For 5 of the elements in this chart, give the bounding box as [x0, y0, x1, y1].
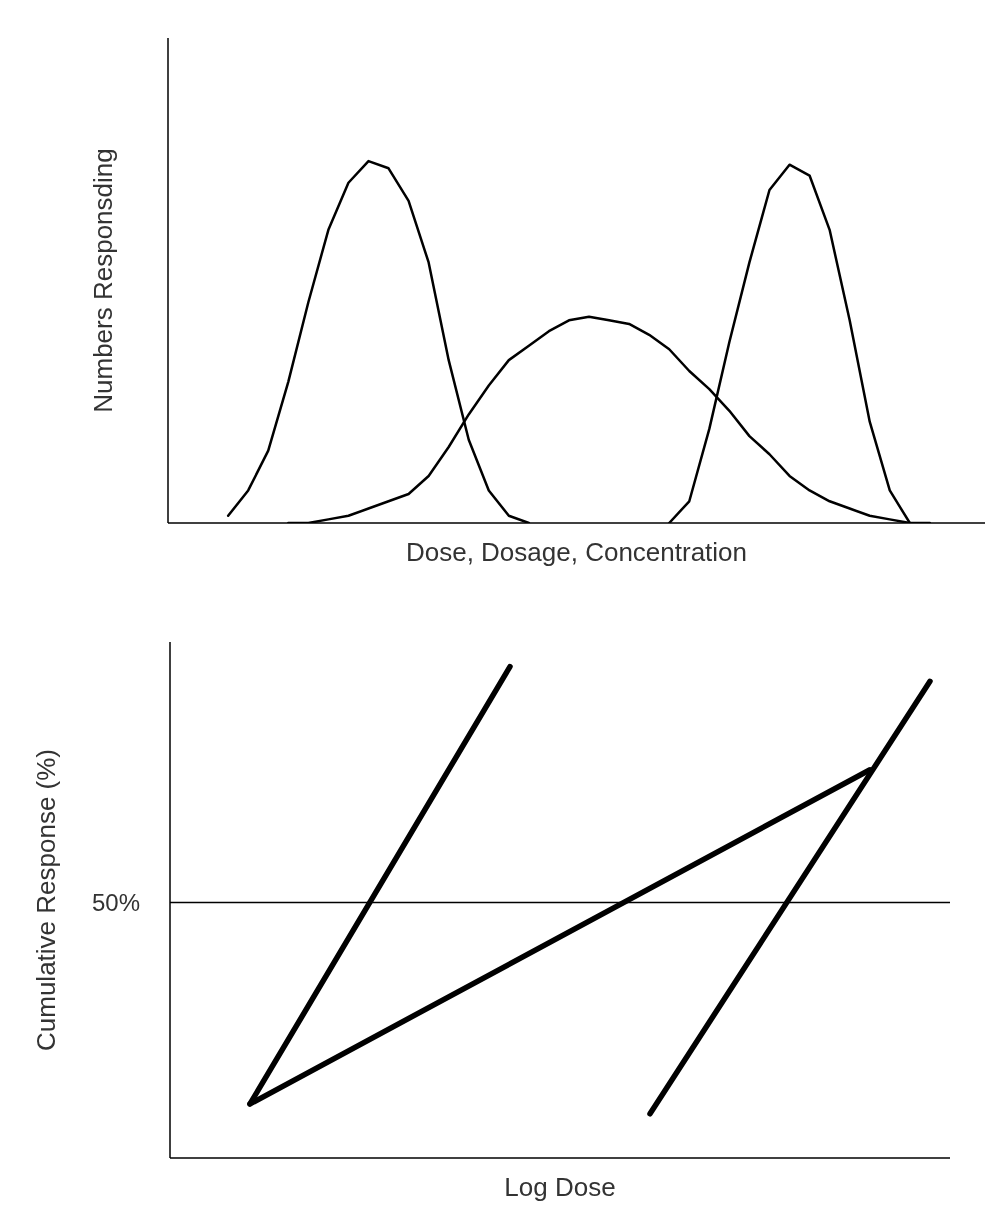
y-axis-title: Numbers Responsding: [87, 148, 118, 413]
x-axis-title: Log Dose: [504, 1172, 616, 1202]
text: 50%: [91, 888, 140, 916]
x-axis-title: Dose, Dosage, Concentration: [405, 537, 748, 567]
y-axis-title: Cumulative Response (%): [30, 748, 61, 1052]
